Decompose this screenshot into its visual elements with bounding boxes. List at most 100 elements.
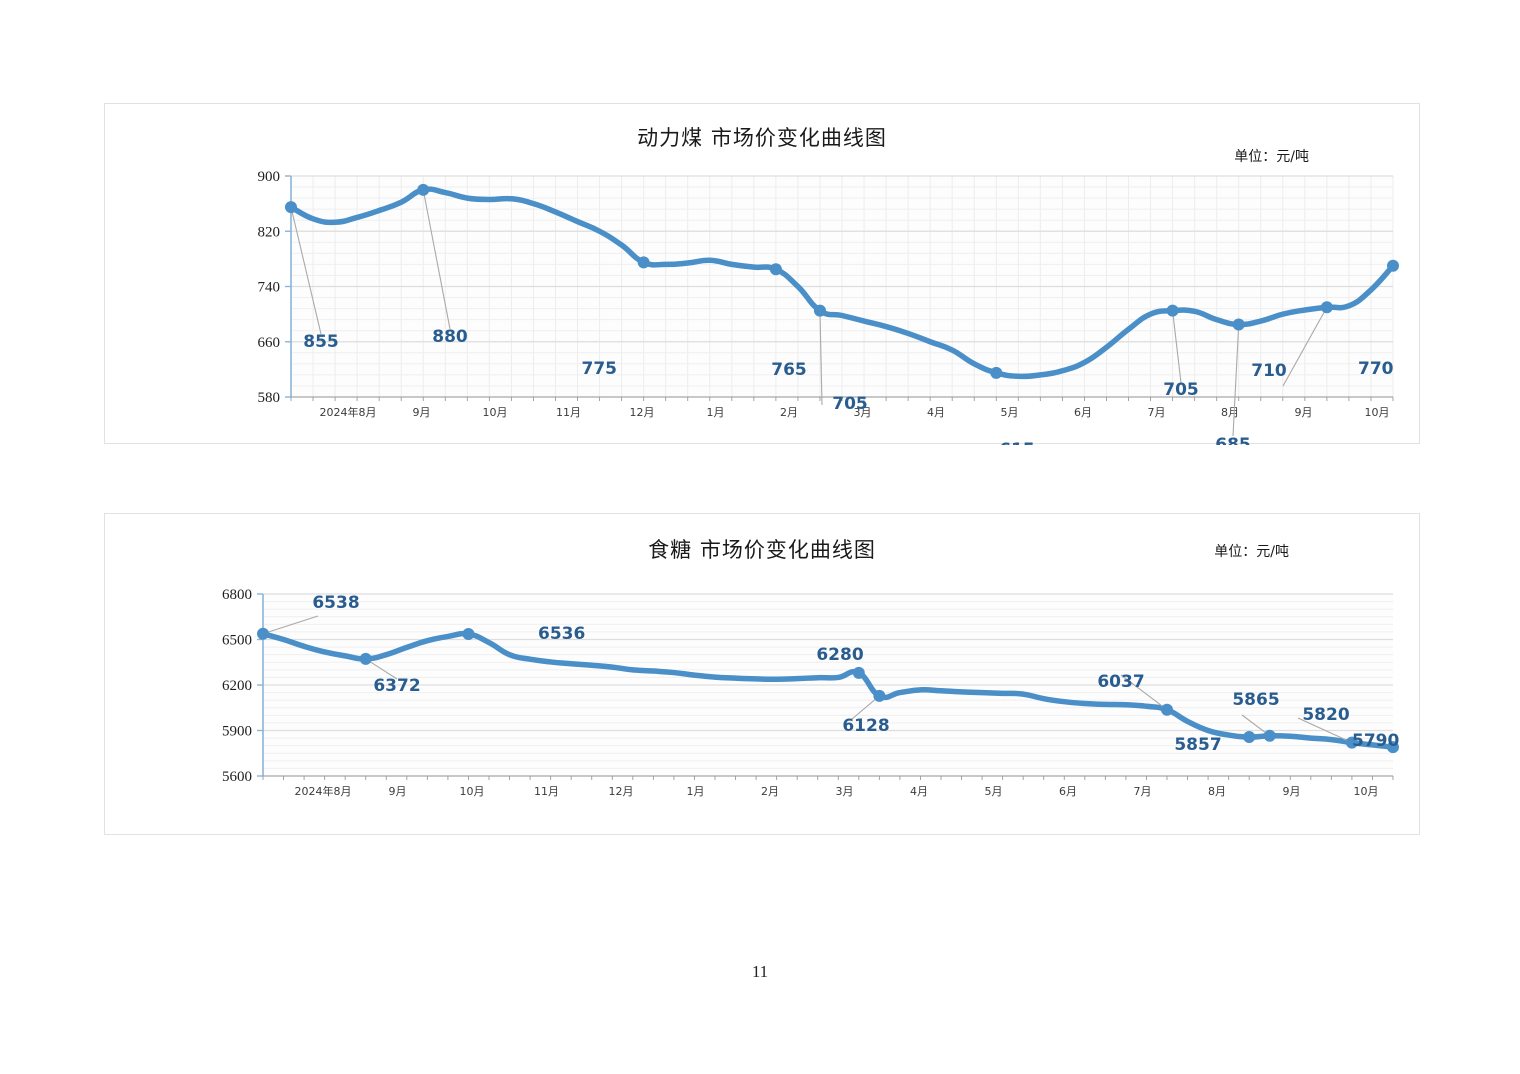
series-data-point (873, 689, 886, 702)
y-axis-tick-label: 6800 (222, 587, 252, 603)
x-axis-tick-label: 6月 (1059, 785, 1077, 798)
series-data-point (417, 183, 430, 196)
y-axis-tick-label: 6200 (222, 678, 252, 694)
page-number: 11 (751, 962, 769, 981)
x-axis-tick-label: 5月 (1001, 406, 1019, 419)
annotation-leader-line (819, 310, 823, 406)
x-axis-tick-label: 2024年8月 (320, 405, 377, 419)
series-data-point (813, 304, 826, 317)
x-axis-tick-label: 9月 (1283, 785, 1301, 798)
series-data-label: 5820 (1302, 705, 1349, 725)
x-axis-tick-label: 9月 (413, 406, 431, 419)
series-data-point (462, 628, 475, 641)
x-axis-tick-label: 3月 (854, 406, 872, 419)
annotation-leader-line (1282, 306, 1328, 387)
annotation-leader-line (290, 206, 322, 335)
annotation-leader-line (1172, 310, 1182, 384)
x-axis-tick-label: 6月 (1074, 406, 1092, 419)
series-data-label: 705 (832, 394, 868, 414)
series-data-label: 685 (1215, 435, 1251, 445)
series-data-point (1243, 731, 1256, 744)
x-axis-tick-label: 11月 (556, 406, 581, 419)
annotation-leader-line (1120, 674, 1168, 711)
series-data-label: 5790 (1352, 731, 1399, 751)
series-line (288, 186, 1396, 380)
x-axis-tick-label: 8月 (1208, 785, 1226, 798)
series-data-label: 5865 (1232, 690, 1279, 710)
x-axis-tick-label: 10月 (483, 406, 508, 419)
series-data-point (1161, 703, 1173, 716)
chart-card-coal: 动力煤 市场价变化曲线图 单位：元/吨 580 660 740 820 900 2024年… (104, 103, 1420, 445)
series-data-label: 710 (1251, 361, 1287, 381)
series-data-label: 615 (999, 440, 1035, 445)
plot-background (263, 594, 1393, 776)
series-data-label: 6372 (373, 676, 420, 696)
chart-title-sugar: 食糖 市场价变化曲线图 (648, 538, 876, 562)
series-data-point (1166, 304, 1179, 317)
series-data-label: 705 (1163, 380, 1199, 400)
series-data-label: 6037 (1097, 672, 1144, 692)
x-axis-tick-label: 12月 (609, 785, 634, 798)
x-axis-tick-label: 9月 (1295, 406, 1313, 419)
annotation-leader-line (422, 189, 451, 330)
chart-title-coal: 动力煤 市场价变化曲线图 (637, 126, 887, 150)
x-axis-tick-label: 2月 (780, 406, 798, 419)
series-data-point (1263, 729, 1276, 742)
series-data-label: 6538 (312, 593, 359, 613)
annotation-leader-line (1297, 717, 1353, 744)
chart-unit-sugar: 单位：元/吨 (1214, 544, 1289, 560)
x-axis-tick-label: 2024年8月 (295, 784, 352, 798)
series-line (260, 630, 1396, 750)
series-data-label: 6128 (842, 716, 889, 736)
series-data-label: 5857 (1174, 735, 1221, 755)
series-data-point (1387, 259, 1399, 272)
series-data-point (990, 366, 1003, 379)
series-data-point (285, 201, 297, 214)
annotation-leader-line (1241, 714, 1271, 737)
series-data-label: 770 (1358, 359, 1394, 379)
annotation-leader-line (262, 615, 319, 635)
annotation-leader-line (851, 695, 880, 720)
series-data-label: 765 (771, 360, 807, 380)
y-axis-tick-label: 5600 (222, 769, 252, 785)
series-data-point (1387, 741, 1399, 754)
y-axis-tick-label: 900 (258, 169, 281, 185)
chart-plot-coal: 580 660 740 820 900 2024年8月 9月 10月 11月 12月 1月 2月 3月 4… (105, 104, 1419, 445)
series-data-point (769, 263, 782, 276)
series-data-point (852, 666, 865, 679)
series-data-label: 775 (582, 359, 618, 379)
series-data-label: 855 (303, 332, 339, 352)
series-data-point (1345, 736, 1358, 749)
annotation-leader-line (1232, 324, 1240, 437)
x-axis-tick-label: 8月 (1221, 406, 1239, 419)
y-axis-tick-label: 5900 (222, 724, 252, 740)
x-axis-tick-label: 7月 (1134, 785, 1152, 798)
y-axis-tick-label: 6500 (222, 633, 252, 649)
series-data-point (257, 627, 269, 640)
series-data-point (1232, 318, 1245, 331)
chart-unit-coal: 单位：元/吨 (1234, 149, 1309, 165)
series-data-label: 6280 (816, 645, 863, 665)
x-axis-tick-label: 12月 (630, 406, 655, 419)
x-axis-tick-label: 10月 (1365, 406, 1390, 419)
x-axis-tick-label: 1月 (687, 785, 705, 798)
x-axis-tick-label: 7月 (1148, 406, 1166, 419)
series-data-label: 6536 (538, 624, 585, 644)
series-data-point (637, 256, 650, 269)
chart-card-sugar: 食糖 市场价变化曲线图 单位：元/吨 5600 5900 6200 6500 6800 2… (104, 513, 1420, 835)
annotation-leader-line (365, 658, 398, 680)
x-axis-tick-label: 4月 (927, 406, 945, 419)
x-axis-tick-label: 1月 (707, 406, 725, 419)
series-data-point (359, 652, 372, 665)
y-axis-tick-label: 820 (258, 224, 281, 240)
coal-line-chart-svg: 580 660 740 820 900 2024年8月 9月 10月 11月 12月 1月 2月 3月 4… (258, 169, 1399, 445)
plot-background (291, 176, 1393, 397)
x-axis-tick-label: 5月 (985, 785, 1003, 798)
y-axis-tick-label: 580 (258, 390, 281, 406)
x-axis-tick-label: 10月 (1354, 785, 1379, 798)
x-axis-tick-label: 2月 (761, 785, 779, 798)
x-axis-tick-label: 10月 (460, 785, 485, 798)
y-axis-tick-label: 660 (258, 335, 281, 351)
y-axis-tick-label: 740 (258, 280, 281, 296)
